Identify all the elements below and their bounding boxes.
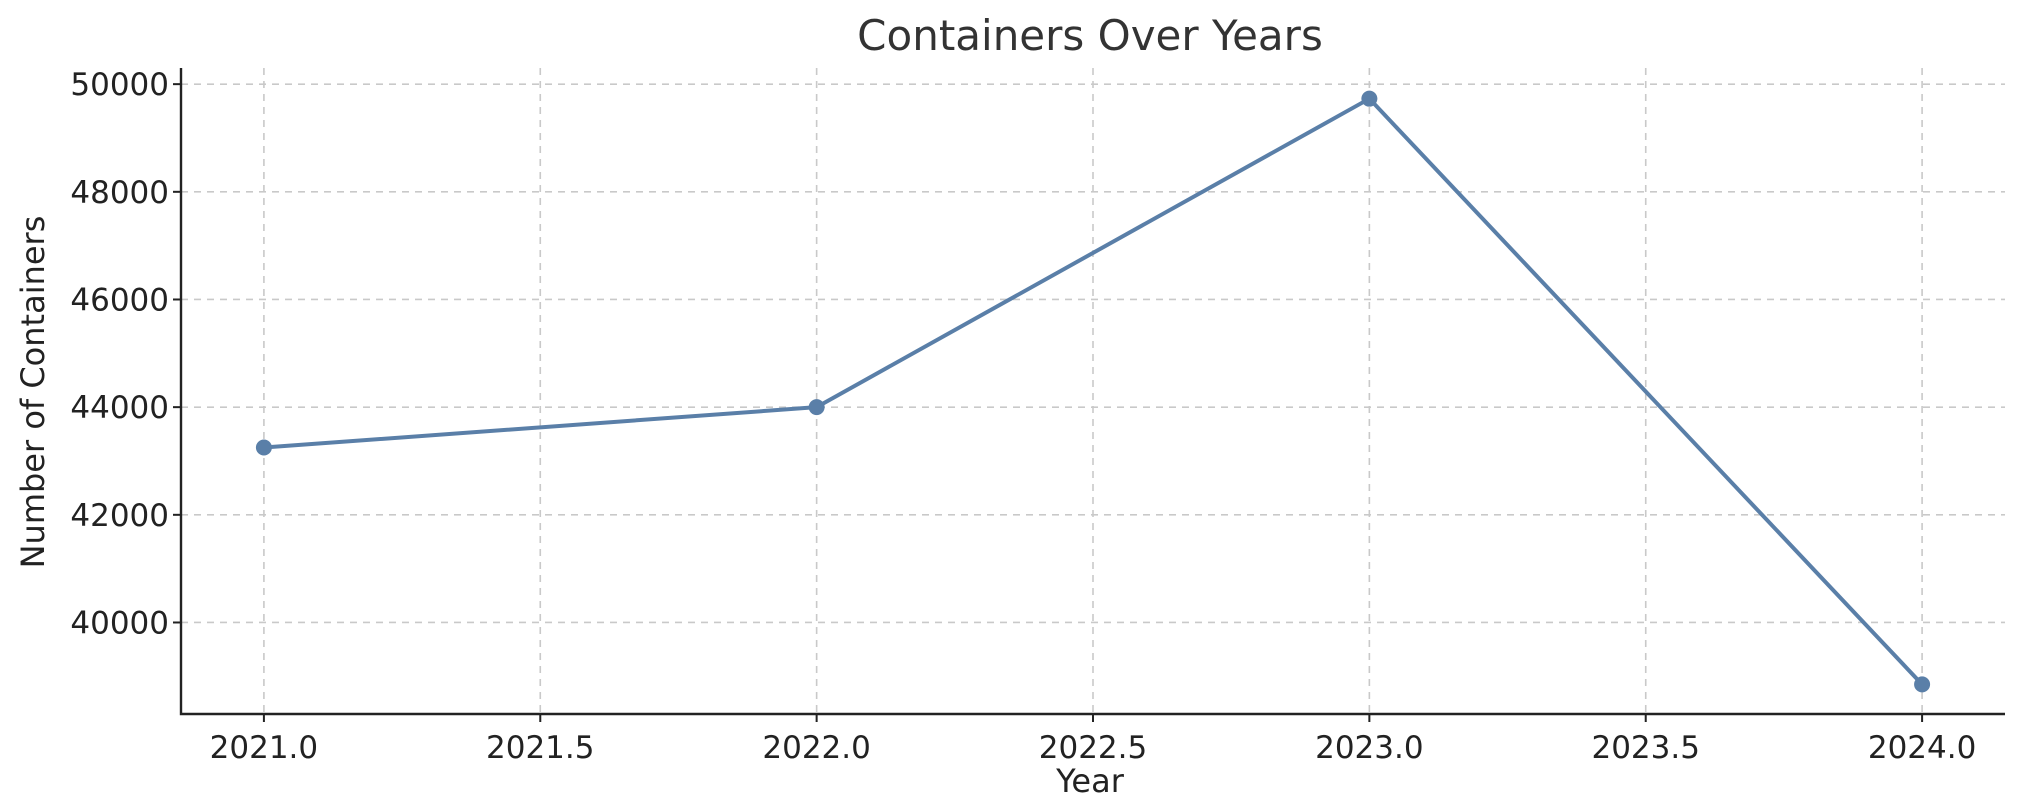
data-point	[808, 399, 825, 416]
x-tick-label: 2022.0	[762, 730, 870, 766]
chart-title: Containers Over Years	[857, 11, 1323, 60]
y-axis-ticks: 40000 42000 44000 46000 48000 50000	[70, 67, 181, 641]
series-line-1	[261, 96, 1925, 687]
x-axis-ticks: 2021.0 2021.5 2022.0 2022.5 2023.0 2023.5 2024…	[210, 714, 1976, 766]
y-tick-label: 50000	[70, 67, 169, 103]
x-tick-label: 2024.0	[1868, 730, 1976, 766]
data-point	[1914, 676, 1931, 693]
x-tick-label: 2021.5	[486, 730, 594, 766]
axes	[179, 68, 2005, 716]
y-tick-label: 40000	[70, 605, 169, 641]
axis-spines	[179, 68, 2005, 716]
x-axis-label: Year	[1055, 762, 1125, 800]
x-tick-label: 2021.0	[210, 730, 318, 766]
x-tick-label: 2023.5	[1591, 730, 1699, 766]
series-layer	[255, 90, 1931, 693]
data-point	[1361, 90, 1378, 107]
y-axis-label: Number of Containers	[14, 216, 52, 569]
y-tick-label: 48000	[70, 175, 169, 211]
x-tick-label: 2023.0	[1315, 730, 1423, 766]
data-point	[255, 439, 272, 456]
x-tick-label: 2022.5	[1039, 730, 1147, 766]
grid	[181, 68, 2005, 714]
y-tick-label: 44000	[70, 390, 169, 426]
y-tick-label: 42000	[70, 498, 169, 534]
y-tick-label: 46000	[70, 282, 169, 318]
